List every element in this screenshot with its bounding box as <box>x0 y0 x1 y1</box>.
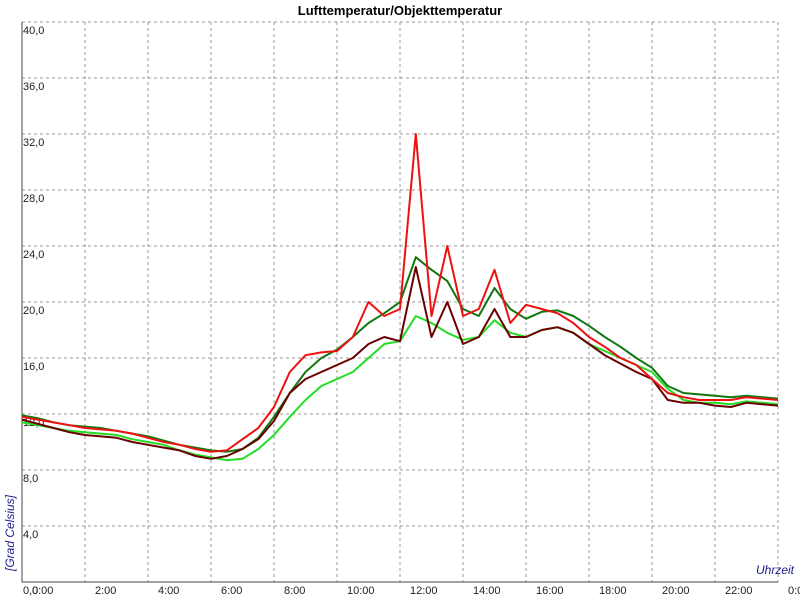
y-tick-label: 40,0 <box>23 25 44 37</box>
y-tick-label: 32,0 <box>23 137 44 149</box>
x-tick-label: 20:00 <box>662 585 690 597</box>
y-tick-label: 28,0 <box>23 193 44 205</box>
x-tick-label: 2:00 <box>95 585 116 597</box>
x-tick-label: 0:00 <box>788 585 800 597</box>
y-tick-label: 36,0 <box>23 81 44 93</box>
x-tick-label: 8:00 <box>284 585 305 597</box>
y-tick-label: 8,0 <box>23 473 38 485</box>
y-tick-label: 20,0 <box>23 305 44 317</box>
x-tick-label: 0:00 <box>32 585 53 597</box>
y-tick-label: 0,0 <box>23 585 38 597</box>
y-tick-label: 4,0 <box>23 529 38 541</box>
y-tick-label: 24,0 <box>23 249 44 261</box>
x-tick-label: 6:00 <box>221 585 242 597</box>
y-axis-label: [Grad Celsius] <box>3 494 17 572</box>
x-tick-label: 12:00 <box>410 585 438 597</box>
x-tick-label: 10:00 <box>347 585 375 597</box>
data-line <box>21 133 779 453</box>
x-tick-label: 16:00 <box>536 585 564 597</box>
x-tick-label: 22:00 <box>725 585 753 597</box>
y-tick-label: 16,0 <box>23 361 44 373</box>
x-tick-label: 4:00 <box>158 585 179 597</box>
x-axis-label: Uhrzeit <box>756 563 795 577</box>
x-tick-label: 18:00 <box>599 585 627 597</box>
chart-title: Lufttemperatur/Objekttemperatur <box>298 3 502 18</box>
x-tick-label: 14:00 <box>473 585 501 597</box>
